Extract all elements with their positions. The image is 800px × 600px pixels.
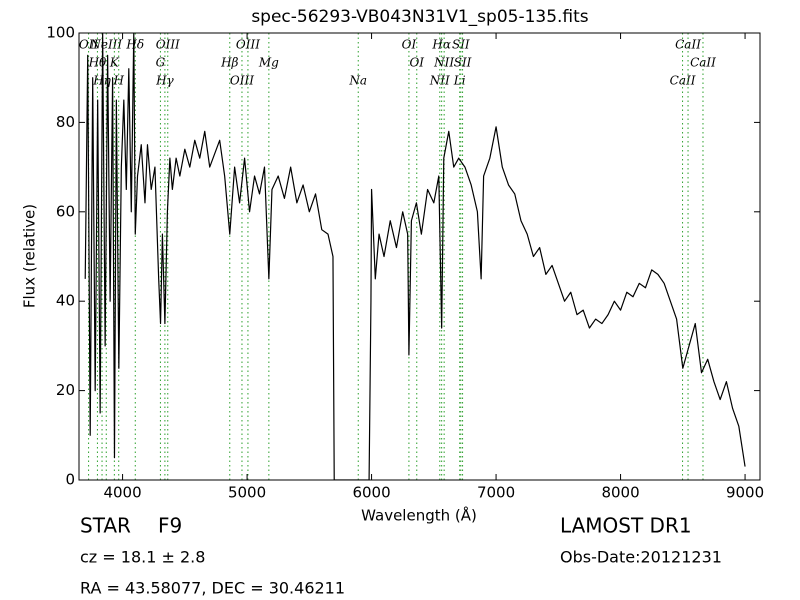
spectral-line-label: Li (453, 74, 466, 88)
y-axis-label: Flux (relative) (21, 204, 39, 308)
spectral-line-label: SII (452, 38, 470, 52)
obs-date: Obs-Date:20121231 (560, 548, 722, 567)
spectral-line-label: OI (409, 56, 424, 70)
x-tick-label: 6000 (352, 484, 390, 502)
spectral-line-label: Hγ (155, 74, 174, 88)
spectral-line-label: OIII (156, 38, 180, 52)
plot-frame (78, 32, 761, 481)
x-tick-label: 8000 (601, 484, 639, 502)
spectral-line-label: Hθ (88, 56, 107, 70)
object-class: STAR (80, 514, 131, 538)
subclass: F9 (158, 514, 182, 538)
y-tick-label: 80 (56, 113, 75, 131)
survey: LAMOST DR1 (560, 514, 692, 538)
cz: cz = 18.1 ± 2.8 (80, 548, 205, 567)
spectral-line-label: CaII (670, 74, 696, 88)
y-tick-label: 40 (56, 292, 75, 310)
y-tick-label: 0 (65, 471, 75, 489)
spectral-line-label: OIII (236, 38, 260, 52)
x-axis-label: Wavelength (Å) (361, 506, 477, 525)
spectrum-line (84, 33, 746, 480)
y-tick-label: 20 (56, 381, 75, 399)
x-tick-label: 5000 (228, 484, 266, 502)
spectral-line-label: NII (433, 56, 454, 70)
coords: RA = 43.58077, DEC = 30.46211 (80, 579, 345, 598)
x-tick-label: 4000 (103, 484, 141, 502)
spectral-line-label: Mg (258, 56, 279, 70)
spectral-line-label: OI (402, 38, 417, 52)
spectral-line-label: Hα (431, 38, 451, 52)
spectral-line-label: Na (348, 74, 367, 88)
spectral-line-label: Hβ (220, 56, 238, 70)
y-tick-label: 100 (46, 24, 75, 42)
spectral-line-label: G (156, 56, 166, 70)
x-tick-label: 9000 (726, 484, 764, 502)
spectral-line-label: SII (454, 56, 472, 70)
y-tick-label: 60 (56, 202, 75, 220)
spectral-line-label: NII (429, 74, 450, 88)
spectral-line-label: K (109, 56, 120, 70)
x-tick-label: 7000 (477, 484, 515, 502)
spectral-line-label: OII (79, 38, 99, 52)
chart-title: spec-56293-VB043N31V1_sp05-135.fits (251, 7, 588, 27)
spectral-line-label: Hδ (125, 38, 144, 52)
spectral-line-label: CaII (690, 56, 716, 70)
spectral-line-label: OIII (230, 74, 254, 88)
spectral-line-label: NeIII (89, 38, 122, 52)
spectral-line-label: H (112, 74, 124, 88)
spectral-line-label: CaII (675, 38, 701, 52)
